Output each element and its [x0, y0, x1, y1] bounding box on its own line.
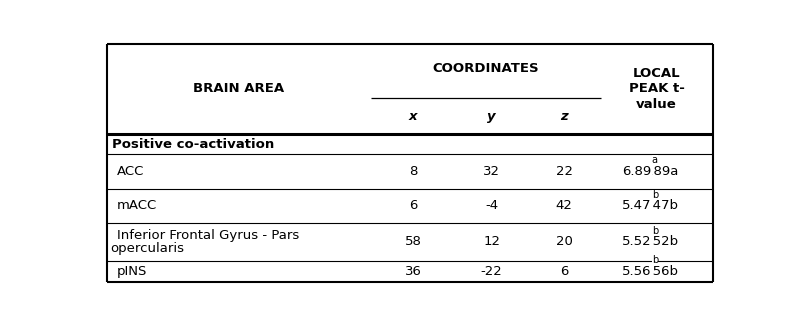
Text: b: b — [652, 190, 658, 200]
Text: BRAIN AREA: BRAIN AREA — [194, 82, 285, 95]
Text: 5.52: 5.52 — [622, 235, 652, 249]
Text: COORDINATES: COORDINATES — [432, 62, 539, 75]
Text: 36: 36 — [405, 265, 422, 278]
Text: 12: 12 — [483, 235, 500, 249]
Text: 58: 58 — [405, 235, 422, 249]
Text: 6: 6 — [560, 265, 569, 278]
Text: 5.52b: 5.52b — [641, 235, 678, 249]
Text: b: b — [652, 255, 658, 265]
Text: -22: -22 — [481, 265, 502, 278]
Text: y: y — [487, 109, 496, 123]
Text: 6.89: 6.89 — [622, 165, 652, 178]
Text: ACC: ACC — [117, 165, 144, 178]
Text: opercularis: opercularis — [110, 242, 185, 255]
Text: -4: -4 — [485, 200, 498, 213]
Text: x: x — [409, 109, 418, 123]
Text: b: b — [652, 226, 658, 236]
Text: 6: 6 — [409, 200, 418, 213]
Text: pINS: pINS — [117, 265, 147, 278]
Text: mACC: mACC — [117, 200, 157, 213]
Text: 42: 42 — [556, 200, 573, 213]
Text: 22: 22 — [556, 165, 573, 178]
Text: Inferior Frontal Gyrus - Pars: Inferior Frontal Gyrus - Pars — [117, 229, 299, 242]
Text: LOCAL
PEAK t-
value: LOCAL PEAK t- value — [629, 67, 685, 111]
Text: 5.56b: 5.56b — [641, 265, 678, 278]
Text: 32: 32 — [483, 165, 500, 178]
Text: 5.56: 5.56 — [622, 265, 652, 278]
Text: 6.89a: 6.89a — [641, 165, 678, 178]
Text: a: a — [652, 155, 658, 165]
Text: 5.47b: 5.47b — [641, 200, 678, 213]
Text: 5.47: 5.47 — [622, 200, 652, 213]
Text: Positive co-activation: Positive co-activation — [112, 137, 274, 150]
Text: 8: 8 — [409, 165, 418, 178]
Text: 20: 20 — [556, 235, 573, 249]
Text: z: z — [561, 109, 568, 123]
